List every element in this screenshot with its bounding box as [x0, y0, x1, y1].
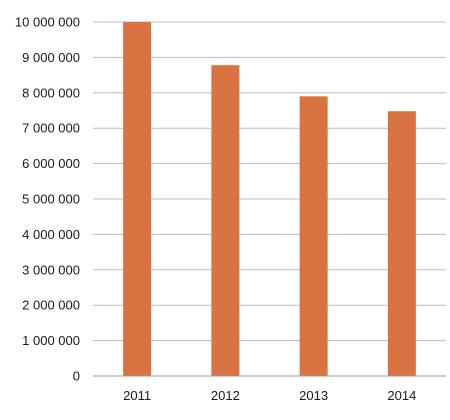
x-tick-label: 2013 [299, 388, 328, 403]
bar-2014 [387, 111, 416, 376]
y-tick-label: 8 000 000 [22, 85, 80, 100]
y-tick-label: 9 000 000 [22, 50, 80, 65]
bar-2011 [123, 22, 152, 376]
x-tick-labels: 2011 2012 2013 2014 [123, 388, 416, 403]
bar-2013 [299, 96, 328, 376]
y-tick-labels: 0 1 000 000 2 000 000 3 000 000 4 000 000 5 0… [15, 15, 80, 384]
y-tick-label: 10 000 000 [15, 15, 80, 30]
x-tick-label: 2014 [387, 388, 416, 403]
y-tick-label: 5 000 000 [22, 192, 80, 207]
y-tick-label: 1 000 000 [22, 333, 80, 348]
x-tick-label: 2011 [123, 388, 151, 403]
x-tick-label: 2012 [211, 388, 240, 403]
y-tick-label: 0 [73, 369, 80, 384]
gridlines [93, 21, 446, 342]
y-tick-label: 4 000 000 [22, 227, 80, 242]
y-tick-label: 2 000 000 [22, 298, 80, 313]
y-tick-label: 7 000 000 [22, 121, 80, 136]
y-tick-label: 6 000 000 [22, 156, 80, 171]
bars [123, 22, 416, 377]
y-tick-label: 3 000 000 [22, 262, 80, 277]
bar-2012 [211, 65, 240, 377]
